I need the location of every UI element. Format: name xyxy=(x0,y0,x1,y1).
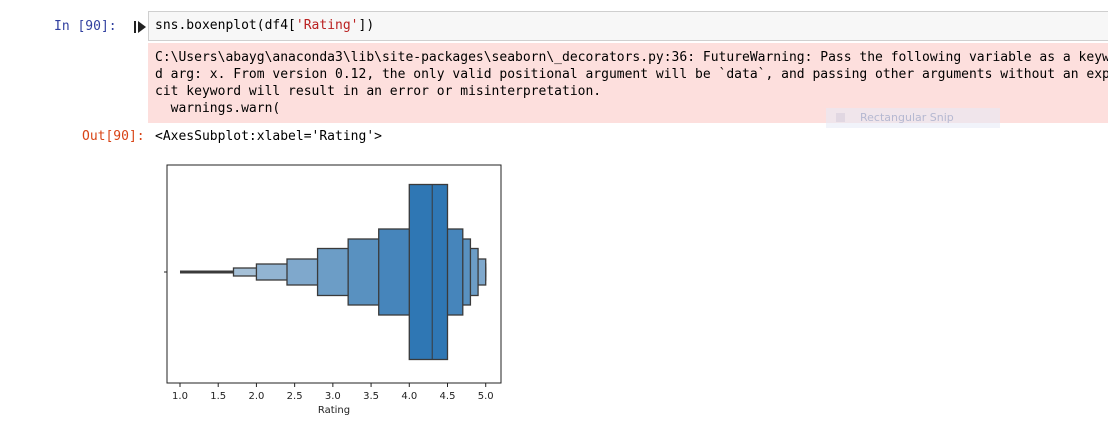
code-cell-input[interactable]: sns.boxenplot(df4['Rating']) xyxy=(148,11,1108,41)
x-tick-label: 2.0 xyxy=(248,391,264,402)
x-tick-label: 4.0 xyxy=(401,391,417,402)
output-repr: <AxesSubplot:xlabel='Rating'> xyxy=(155,129,382,144)
snip-tooltip[interactable]: Rectangular Snip xyxy=(826,108,1000,128)
x-tick-label: 1.0 xyxy=(172,391,188,402)
warning-line: C:\Users\abayg\anaconda3\lib\site-packag… xyxy=(155,50,1108,65)
warning-line: d arg: x. From version 0.12, the only va… xyxy=(155,67,1108,82)
snip-icon xyxy=(836,113,845,122)
input-prompt: In [90]: xyxy=(54,19,117,34)
x-tick-label: 3.5 xyxy=(363,391,379,402)
code-text: sns.boxenplot(df4[ xyxy=(155,18,296,33)
boxen-level-1 xyxy=(408,183,449,361)
warning-line: warnings.warn( xyxy=(155,101,281,116)
stderr-output: C:\Users\abayg\anaconda3\lib\site-packag… xyxy=(148,43,1108,123)
x-axis-label: Rating xyxy=(318,405,350,416)
x-tick-label: 3.0 xyxy=(325,391,341,402)
x-tick-label: 2.5 xyxy=(287,391,303,402)
x-ticks-group: 1.0 1.5 2.0 2.5 3.0 3.5 4.0 4.5 5.0 xyxy=(172,383,494,402)
code-string-literal: 'Rating' xyxy=(295,18,359,33)
warning-line: cit keyword will result in an error or m… xyxy=(155,84,602,99)
code-text-suffix: ]) xyxy=(358,18,375,33)
axes-frame xyxy=(166,164,502,384)
x-tick-label: 4.5 xyxy=(440,391,456,402)
x-tick-label: 1.5 xyxy=(210,391,226,402)
play-step-icon[interactable] xyxy=(133,19,147,35)
output-prompt: Out[90]: xyxy=(82,129,145,144)
x-tick-label: 5.0 xyxy=(478,391,494,402)
snip-label: Rectangular Snip xyxy=(860,111,954,124)
code-line: sns.boxenplot(df4['Rating']) xyxy=(155,18,374,34)
boxes-group xyxy=(232,183,487,361)
boxen-plot: 1.0 1.5 2.0 2.5 3.0 3.5 4.0 4.5 5.0 Rating xyxy=(164,164,502,416)
warning-text: C:\Users\abayg\anaconda3\lib\site-packag… xyxy=(155,49,1108,117)
